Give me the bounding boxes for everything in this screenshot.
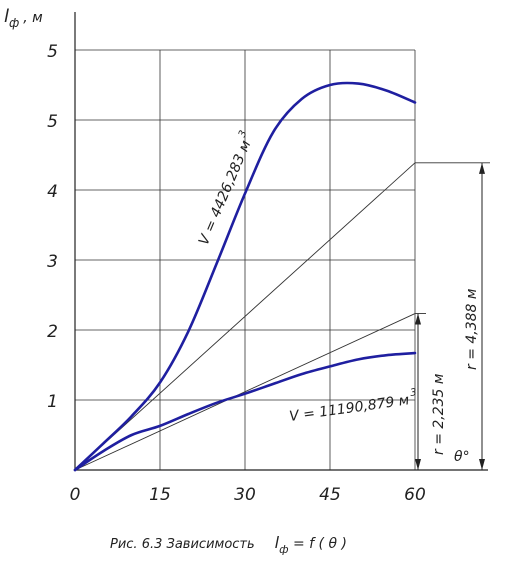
y-tick-label: 4	[47, 182, 58, 202]
dimension-arrow-top	[479, 162, 485, 174]
dimension-arrow-bottom	[479, 459, 485, 470]
y-axis-label-unit: , м	[23, 10, 43, 26]
y-tick-label: 5	[47, 42, 58, 62]
x-tick-label: 45	[319, 485, 341, 505]
x-tick-label: 15	[149, 485, 171, 505]
figure-caption: Рис. 6.3 Зависимость lф = f ( θ )	[110, 533, 347, 556]
y-tick-label: 3	[47, 252, 58, 272]
tangent-line	[74, 162, 416, 471]
dimension-arrow-bottom	[415, 459, 421, 470]
y-tick-label: 5	[47, 112, 58, 132]
series-2-label: V = 11190,879 м3	[288, 387, 419, 425]
caption-formula-l: l	[275, 533, 280, 552]
y-axis-label: lф , м	[4, 6, 43, 30]
x-tick-label: 30	[234, 485, 256, 505]
series-2-name-sup: 3	[410, 387, 418, 399]
caption-formula-rest: = f ( θ )	[289, 536, 347, 552]
tangent-line	[74, 313, 416, 471]
dimension-lines	[415, 162, 490, 470]
series-curve-2	[73, 351, 417, 472]
caption-prefix: Рис. 6.3 Зависимость	[110, 537, 255, 552]
y-tick-label: 1	[47, 392, 58, 412]
series-curves	[73, 81, 417, 472]
series-1-name-sup: 3	[237, 129, 250, 139]
series-curve-1	[73, 81, 417, 472]
dim-label-r2: r = 2,235 м	[431, 373, 447, 455]
theta-label: θ°	[454, 449, 470, 465]
y-tick-label: 2	[47, 322, 58, 342]
dim-label-r1: r = 4,388 м	[464, 288, 480, 370]
grid-lines	[75, 49, 416, 470]
axes	[74, 12, 488, 471]
x-tick-label: 0	[70, 485, 81, 505]
dimension-arrow-top	[415, 313, 421, 325]
x-tick-label: 60	[404, 485, 426, 505]
caption-formula-sub: ф	[279, 543, 288, 556]
y-axis-label-sub: ф	[9, 16, 19, 30]
tangent-lines	[74, 162, 416, 471]
y-axis-label-main: l	[4, 6, 9, 27]
series-2-name: V = 11190,879 м	[288, 392, 410, 425]
